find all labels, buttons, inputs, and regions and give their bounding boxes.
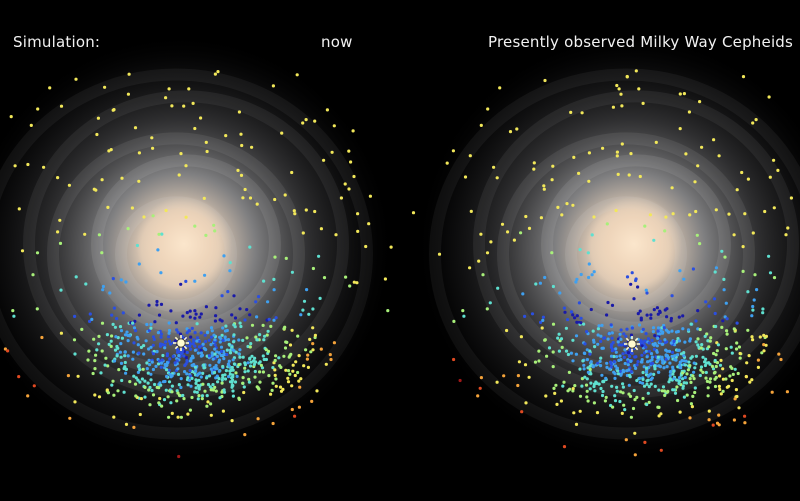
simulation-label: Simulation:: [13, 33, 101, 51]
simulation-galaxy-image: [0, 33, 395, 463]
observed-label: Presently observed Milky Way Cepheids: [488, 33, 794, 51]
cepheid-dots: [3, 70, 393, 459]
observed-galaxy-image: [411, 33, 800, 463]
galactic-core: [586, 196, 682, 292]
galactic-core: [136, 196, 232, 292]
observed-panel: [400, 0, 800, 501]
sun-position-icon: [624, 336, 640, 352]
time-label: now: [321, 33, 353, 51]
cepheid-dots: [411, 69, 793, 457]
simulation-panel: [0, 33, 395, 463]
sun-position-icon: [173, 335, 189, 351]
